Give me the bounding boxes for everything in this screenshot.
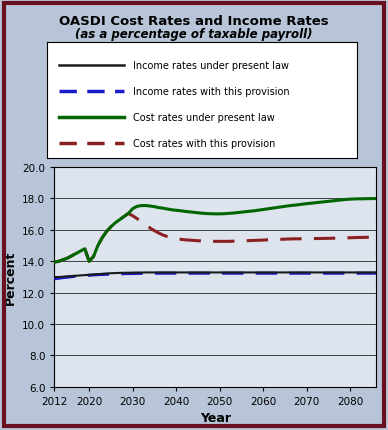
Y-axis label: Percent: Percent [3, 250, 17, 304]
Text: OASDI Cost Rates and Income Rates: OASDI Cost Rates and Income Rates [59, 15, 329, 28]
Text: Income rates with this provision: Income rates with this provision [133, 87, 290, 97]
Text: Cost rates under present law: Cost rates under present law [133, 112, 275, 122]
Text: (as a percentage of taxable payroll): (as a percentage of taxable payroll) [75, 28, 313, 41]
Text: Cost rates with this provision: Cost rates with this provision [133, 139, 276, 149]
Text: Income rates under present law: Income rates under present law [133, 61, 289, 71]
X-axis label: Year: Year [200, 412, 231, 424]
